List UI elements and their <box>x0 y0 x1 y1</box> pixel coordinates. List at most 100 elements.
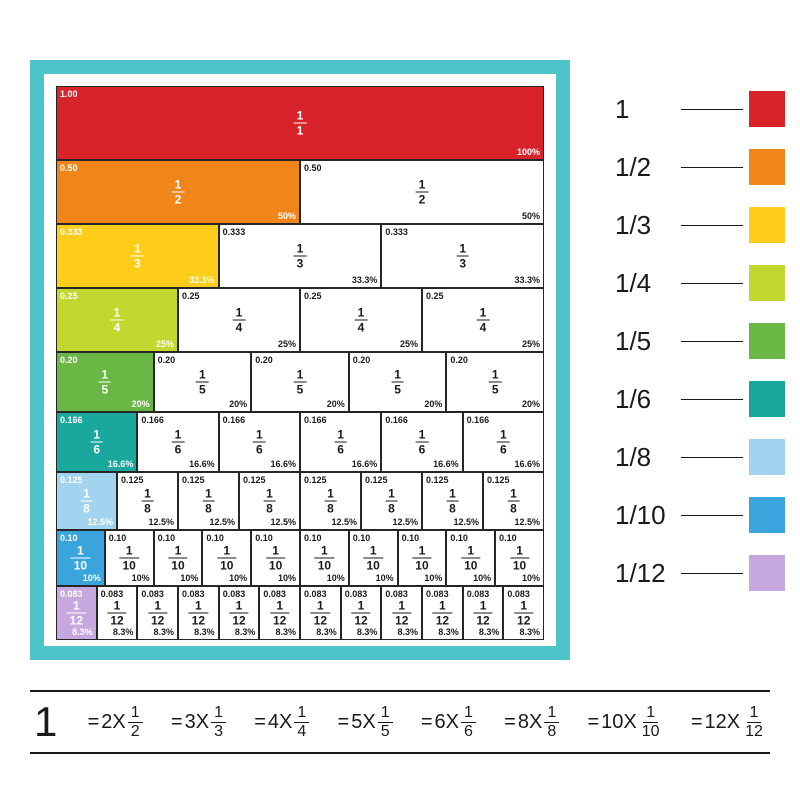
fraction-cell: 0.0831128.3% <box>259 586 300 640</box>
percent-label: 8.3% <box>479 627 500 637</box>
fraction-cell: 0.1011010% <box>300 530 349 586</box>
fraction-label: 18 <box>202 488 215 515</box>
fraction-row: 0.0831128.3%0.0831128.3%0.0831128.3%0.08… <box>56 586 544 640</box>
fraction-cell: 0.1661616.6% <box>219 412 300 472</box>
percent-label: 16.6% <box>514 459 540 469</box>
legend-swatch <box>749 497 785 533</box>
fraction-cell: 0.1251812.5% <box>239 472 300 530</box>
legend-label: 1/10 <box>615 500 675 531</box>
decimal-label: 0.166 <box>60 415 83 425</box>
fraction-cell: 0.125 18 12.5% <box>178 472 239 530</box>
fraction-label: 14 <box>233 307 246 334</box>
legend-swatch <box>749 207 785 243</box>
fraction-cell: 0.1661616.6% <box>56 412 137 472</box>
equation-term: =6X16 <box>421 705 476 740</box>
fraction-label: 16 <box>90 429 103 456</box>
equals-sign: = <box>421 711 433 734</box>
fraction-cell: 0.251425% <box>300 288 422 352</box>
fraction-label: 18 <box>507 488 520 515</box>
decimal-label: 0.166 <box>304 415 327 425</box>
fraction-label: 15 <box>391 369 404 396</box>
fraction-row: 0.1251812.5%0.1251812.5%0.1251812.5%0.12… <box>56 472 544 530</box>
decimal-label: 0.125 <box>304 475 327 485</box>
decimal-label: 0.125 <box>426 475 449 485</box>
fraction-cell: 0.201520% <box>446 352 544 412</box>
fraction-label: 18 <box>80 488 93 515</box>
decimal-label: 0.083 <box>304 589 327 599</box>
decimal-label: 0.10 <box>499 533 517 543</box>
decimal-label: 0.125 <box>243 475 266 485</box>
fraction-label: 110 <box>363 545 382 572</box>
fraction-label: 110 <box>266 545 285 572</box>
multiplier: 2X <box>101 711 125 734</box>
fraction-cell: 0.1661616.6% <box>300 412 381 472</box>
multiplier: 6X <box>435 711 459 734</box>
percent-label: 10% <box>229 573 247 583</box>
fraction-label: 112 <box>229 600 248 627</box>
percent-label: 33.3% <box>352 275 378 285</box>
decimal-label: 0.333 <box>60 227 83 237</box>
fraction-label: 112 <box>433 600 452 627</box>
legend-row: 1/2 <box>615 138 785 196</box>
percent-label: 25% <box>156 339 174 349</box>
legend-swatch <box>749 265 785 301</box>
fraction-label: 112 <box>392 600 411 627</box>
fraction-label: 14 <box>477 307 490 334</box>
decimal-label: 0.125 <box>182 475 205 485</box>
decimal-label: 0.10 <box>255 533 273 543</box>
fraction-label: 110 <box>71 545 90 572</box>
percent-label: 8.3% <box>398 627 419 637</box>
fraction-cell: 0.1251812.5% <box>422 472 483 530</box>
equation-term: =4X14 <box>254 705 309 740</box>
decimal-label: 0.125 <box>60 475 83 485</box>
percent-label: 10% <box>522 573 540 583</box>
percent-label: 8.3% <box>194 627 215 637</box>
legend-connector <box>681 515 743 516</box>
fraction-cell: 0.201520% <box>349 352 447 412</box>
fraction-cell: 0.1251812.5% <box>483 472 544 530</box>
decimal-label: 0.10 <box>60 533 78 543</box>
percent-label: 8.3% <box>316 627 337 637</box>
fraction-cell: 0.0831128.3% <box>56 586 97 640</box>
fraction-label: 18 <box>263 488 276 515</box>
multiplier: 3X <box>185 711 209 734</box>
color-legend: 11/21/31/41/51/61/81/101/12 <box>615 80 785 602</box>
legend-connector <box>681 283 743 284</box>
decimal-label: 0.25 <box>304 291 322 301</box>
fraction-cell: 0.1011010% <box>495 530 544 586</box>
decimal-label: 0.50 <box>60 163 78 173</box>
percent-label: 12.5% <box>209 517 235 527</box>
fraction-cell: 0.0831128.3% <box>463 586 504 640</box>
fraction-cell: 0.0831128.3% <box>381 586 422 640</box>
decimal-label: 0.083 <box>60 589 83 599</box>
multiplier: 5X <box>351 711 375 734</box>
legend-label: 1/6 <box>615 384 675 415</box>
decimal-label: 0.20 <box>255 355 273 365</box>
legend-connector <box>681 109 743 110</box>
fraction-cell: 0.1661616.6% <box>381 412 462 472</box>
fraction-cell: 0.251425% <box>422 288 544 352</box>
decimal-label: 0.333 <box>223 227 246 237</box>
percent-label: 10% <box>278 573 296 583</box>
decimal-label: 0.50 <box>304 163 322 173</box>
fraction-label: 18 <box>141 488 154 515</box>
equals-sign: = <box>171 711 183 734</box>
percent-label: 12.5% <box>331 517 357 527</box>
legend-row: 1/6 <box>615 370 785 428</box>
legend-row: 1/12 <box>615 544 785 602</box>
fraction-cell: 0.3331333.3% <box>56 224 219 288</box>
fraction-label: 18 <box>385 488 398 515</box>
fraction-label: 16 <box>497 429 510 456</box>
decimal-label: 0.10 <box>109 533 127 543</box>
fraction-row: 0.201520%0.201520%0.201520%0.201520%0.20… <box>56 352 544 412</box>
decimal-label: 0.20 <box>450 355 468 365</box>
legend-swatch <box>749 439 785 475</box>
percent-label: 25% <box>522 339 540 349</box>
fraction-cell: 0.1661616.6% <box>137 412 218 472</box>
fraction-label: 12 <box>172 179 185 206</box>
fraction-label: 16 <box>334 429 347 456</box>
fraction-cell: 0.1251812.5% <box>300 472 361 530</box>
decimal-label: 0.083 <box>467 589 490 599</box>
fraction-wall: 1.0011100%0.501250%0.501250%0.3331333.3%… <box>56 86 544 640</box>
fraction-cell: 0.0831128.3% <box>178 586 219 640</box>
